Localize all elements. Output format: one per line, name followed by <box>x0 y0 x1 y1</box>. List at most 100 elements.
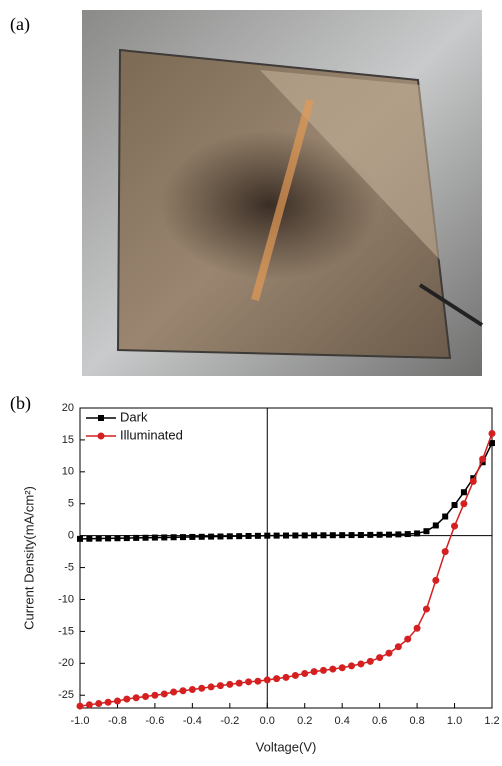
x-axis-label: Voltage(V) <box>256 739 317 754</box>
y-tick-label: 5 <box>68 498 74 510</box>
marker <box>282 673 290 681</box>
marker <box>104 698 112 706</box>
marker <box>404 531 411 538</box>
marker <box>254 532 261 539</box>
marker <box>86 535 93 542</box>
y-tick-label: -20 <box>58 657 74 669</box>
marker <box>291 671 299 679</box>
marker <box>226 533 233 540</box>
marker <box>151 534 158 541</box>
marker <box>105 535 112 542</box>
marker <box>394 643 402 651</box>
series-line <box>79 433 493 707</box>
y-tick-label: 20 <box>62 402 74 414</box>
marker <box>273 532 280 539</box>
x-tick-label: -0.4 <box>183 715 202 727</box>
marker <box>460 500 468 508</box>
marker <box>208 533 215 540</box>
marker <box>236 533 243 540</box>
marker <box>198 533 205 540</box>
marker <box>77 535 83 542</box>
marker <box>319 666 327 674</box>
marker <box>367 531 374 538</box>
marker <box>338 664 346 672</box>
marker <box>207 683 215 691</box>
marker <box>160 690 168 698</box>
marker <box>170 534 177 541</box>
marker <box>226 680 234 688</box>
x-tick-label: -0.2 <box>220 715 239 727</box>
marker <box>404 635 412 643</box>
y-tick-label: 0 <box>68 530 74 542</box>
legend-label: Dark <box>120 409 148 424</box>
panel-label: (b) <box>10 393 31 414</box>
marker <box>95 700 103 708</box>
x-tick-label: 1.2 <box>484 715 499 727</box>
series-line <box>79 442 493 540</box>
marker <box>97 432 105 440</box>
marker <box>301 670 309 678</box>
marker <box>311 532 318 539</box>
y-axis-label: Current Density(mA/cm²) <box>21 486 36 630</box>
marker <box>376 531 383 538</box>
marker <box>161 534 168 541</box>
x-tick-label: -1.0 <box>71 715 90 727</box>
marker <box>113 697 121 705</box>
marker <box>469 477 477 485</box>
marker <box>386 531 392 538</box>
marker <box>188 685 196 693</box>
marker <box>198 684 206 692</box>
marker <box>132 694 140 702</box>
marker <box>301 532 308 539</box>
marker <box>357 532 364 539</box>
marker <box>245 532 252 539</box>
marker <box>133 534 140 541</box>
marker <box>114 535 121 542</box>
panel-label: (a) <box>10 14 30 35</box>
marker <box>142 534 149 541</box>
plot-frame <box>79 407 493 709</box>
marker <box>151 691 159 699</box>
marker <box>235 679 243 687</box>
legend-label: Illuminated <box>120 427 183 442</box>
marker <box>264 532 271 539</box>
y-tick-label: -10 <box>58 593 74 605</box>
marker <box>366 657 374 665</box>
marker <box>180 534 186 541</box>
x-tick-label: 0.2 <box>297 715 312 727</box>
marker <box>170 688 178 696</box>
marker <box>357 660 365 668</box>
marker <box>329 532 336 539</box>
y-tick-label: -5 <box>64 561 74 573</box>
marker <box>283 532 289 539</box>
marker <box>460 489 467 496</box>
marker <box>85 701 93 709</box>
y-tick-label: 10 <box>62 466 74 478</box>
marker <box>142 693 150 701</box>
marker <box>310 668 318 676</box>
marker <box>479 455 487 463</box>
marker <box>123 695 131 703</box>
marker <box>376 654 384 662</box>
marker <box>422 605 430 613</box>
marker <box>432 576 440 584</box>
marker <box>385 649 393 657</box>
marker <box>179 687 187 695</box>
x-tick-label: 1.0 <box>447 715 462 727</box>
marker <box>216 682 224 690</box>
x-tick-label: -0.8 <box>108 715 127 727</box>
marker <box>95 535 102 542</box>
marker <box>348 662 356 670</box>
marker <box>348 532 355 539</box>
marker <box>441 548 449 556</box>
marker <box>245 678 253 686</box>
marker <box>254 677 262 685</box>
marker <box>98 415 104 421</box>
x-tick-label: -0.6 <box>145 715 164 727</box>
marker <box>273 675 281 683</box>
marker <box>320 532 327 539</box>
marker <box>489 440 495 447</box>
y-tick-label: 15 <box>62 434 74 446</box>
marker <box>329 665 337 673</box>
